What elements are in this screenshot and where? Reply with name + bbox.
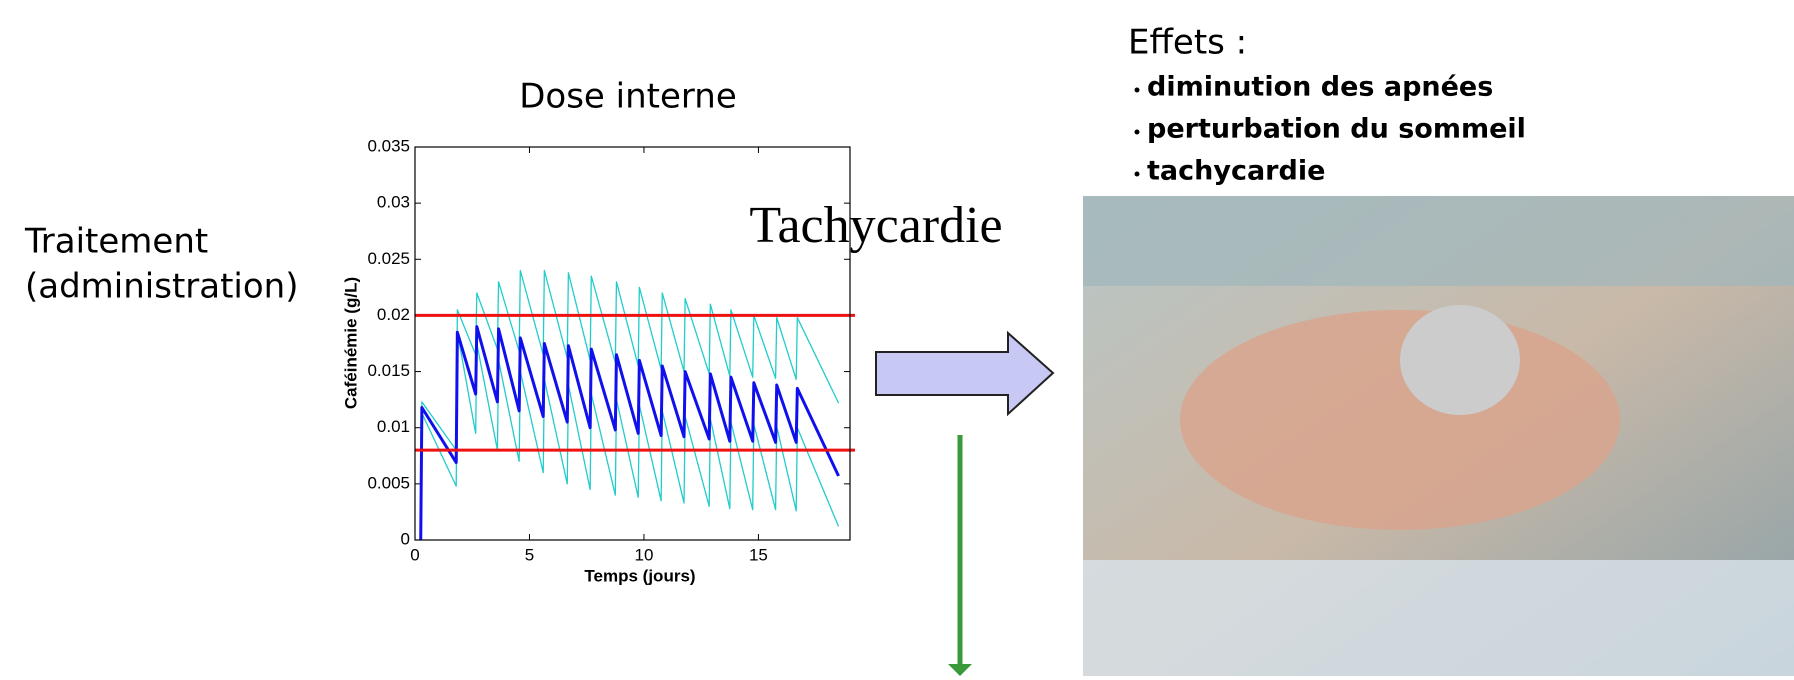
treatment-label: Traitement <box>24 222 208 262</box>
chart-title: Dose interne <box>519 77 737 117</box>
photo-baby <box>1180 310 1620 530</box>
treatment-label: (administration) <box>25 267 299 307</box>
effect-item: perturbation du sommeil <box>1147 114 1526 145</box>
bullet <box>1134 87 1140 93</box>
x-axis-label: Temps (jours) <box>584 566 695 585</box>
plot-frame <box>414 146 851 541</box>
y-axis-label: Caféinémie (g/L) <box>341 277 360 409</box>
y-tick-label: 0.005 <box>367 473 410 492</box>
annotation: Tachycardie <box>749 197 1002 254</box>
y-tick-label: 0.03 <box>377 193 410 212</box>
effect-item: tachycardie <box>1147 156 1325 187</box>
bullet <box>1134 129 1140 135</box>
series-line <box>420 269 840 541</box>
effects-title: Effets : <box>1128 23 1247 63</box>
photo <box>1083 196 1794 676</box>
green-arrow-head <box>948 664 972 676</box>
x-tick-label: 10 <box>634 545 653 564</box>
photo-cap <box>1400 305 1520 415</box>
photo-top <box>1083 196 1794 286</box>
y-tick-label: 0.025 <box>367 249 410 268</box>
series-line <box>419 325 840 541</box>
effects-list: diminution des apnées perturbation du som… <box>1134 72 1526 187</box>
photo-bottom <box>1083 560 1794 676</box>
y-tick-label: 0.02 <box>377 305 410 324</box>
x-tick-label: 5 <box>525 545 534 564</box>
chart: Dose interne 0 0.005 0.01 0.015 0.02 0.025 0.03… <box>341 77 855 585</box>
y-tick-label: 0.035 <box>367 136 410 155</box>
x-tick-label: 0 <box>410 545 419 564</box>
x-tick-label: 15 <box>749 545 768 564</box>
bullet <box>1134 171 1140 177</box>
effect-item: diminution des apnées <box>1147 72 1493 103</box>
y-tick-label: 0.015 <box>367 361 410 380</box>
block-arrow <box>875 330 1055 417</box>
y-tick-label: 0 <box>401 529 410 548</box>
y-tick-label: 0.01 <box>377 417 410 436</box>
